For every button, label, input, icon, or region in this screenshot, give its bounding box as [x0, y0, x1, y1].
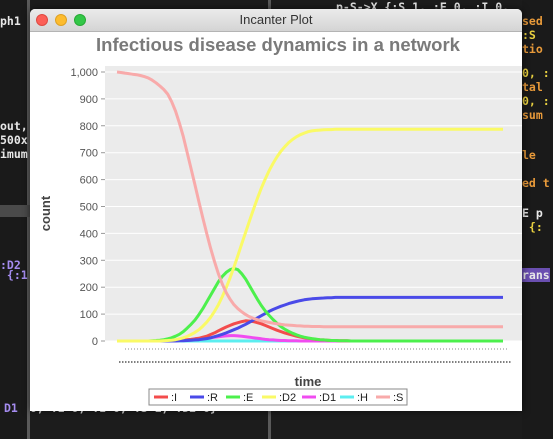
code-line: sed	[522, 14, 543, 28]
code-line: imum	[0, 147, 28, 161]
line-chart: Infectious disease dynamics in a network…	[38, 34, 522, 406]
code-line: tal	[522, 80, 543, 94]
series-line-d2	[117, 127, 503, 343]
x-axis	[119, 348, 511, 363]
y-axis-ticks: 0 100 200 300 400 500 600 700 800 900 1,000	[70, 67, 105, 348]
left-pane-divider[interactable]	[27, 0, 30, 439]
minimize-button[interactable]	[55, 14, 67, 26]
code-line: {:1	[0, 268, 28, 282]
window-titlebar[interactable]: Incanter Plot	[30, 9, 522, 32]
grid-lines	[105, 71, 522, 342]
y-tick-label: 300	[80, 255, 98, 267]
y-axis-title: count	[38, 195, 53, 231]
right-editor-pane	[522, 0, 553, 439]
y-tick-label: 700	[80, 148, 98, 160]
series-line-s	[116, 70, 503, 329]
y-tick-label: 400	[80, 228, 98, 240]
series-lines	[116, 70, 503, 343]
code-line: {:	[522, 220, 543, 234]
legend-label: :R	[207, 392, 218, 404]
legend-label: :I	[171, 392, 177, 404]
code-line: rans	[522, 268, 550, 282]
code-line: E p	[522, 206, 543, 220]
y-tick-label: 900	[80, 94, 98, 106]
code-line: 0, :	[522, 66, 550, 80]
chart-title: Infectious disease dynamics in a network	[96, 34, 461, 55]
y-tick-label: 0	[92, 336, 98, 348]
x-axis-title: time	[295, 374, 322, 389]
code-line: sum	[522, 108, 543, 122]
code-line: ed t	[522, 176, 550, 190]
code-line: :S	[522, 28, 536, 42]
legend-label: :D1	[319, 392, 336, 404]
legend-label: :H	[357, 392, 368, 404]
code-line: :D2	[0, 258, 21, 272]
legend-box	[148, 388, 408, 406]
code-line: D1	[4, 401, 18, 415]
series-line-r	[117, 295, 503, 343]
code-line: 0, :	[522, 94, 550, 108]
code-line: ph1	[0, 14, 21, 28]
code-line: le	[522, 148, 536, 162]
legend: :I :R :E :D2 :D1 :H :S	[148, 388, 408, 406]
left-editor-pane	[0, 0, 30, 439]
left-pane-splitter[interactable]	[0, 205, 30, 217]
y-tick-label: 200	[80, 282, 98, 294]
code-line: out,	[0, 119, 28, 133]
maximize-button[interactable]	[74, 14, 86, 26]
legend-label: :E	[243, 392, 253, 404]
legend-label: :S	[393, 392, 403, 404]
legend-label: :D2	[279, 392, 296, 404]
y-tick-label: 600	[80, 175, 98, 187]
window-title: Incanter Plot	[239, 12, 313, 27]
code-line: tio	[522, 42, 543, 56]
y-tick-label: 500	[80, 202, 98, 214]
code-line: 500x	[0, 133, 28, 147]
incanter-plot-window[interactable]: Incanter Plot Infectious disease dynamic…	[30, 9, 522, 411]
y-tick-label: 100	[80, 309, 98, 321]
y-tick-label: 1,000	[70, 67, 98, 79]
series-line-e	[117, 266, 503, 343]
y-tick-label: 800	[80, 121, 98, 133]
close-button[interactable]	[36, 14, 48, 26]
